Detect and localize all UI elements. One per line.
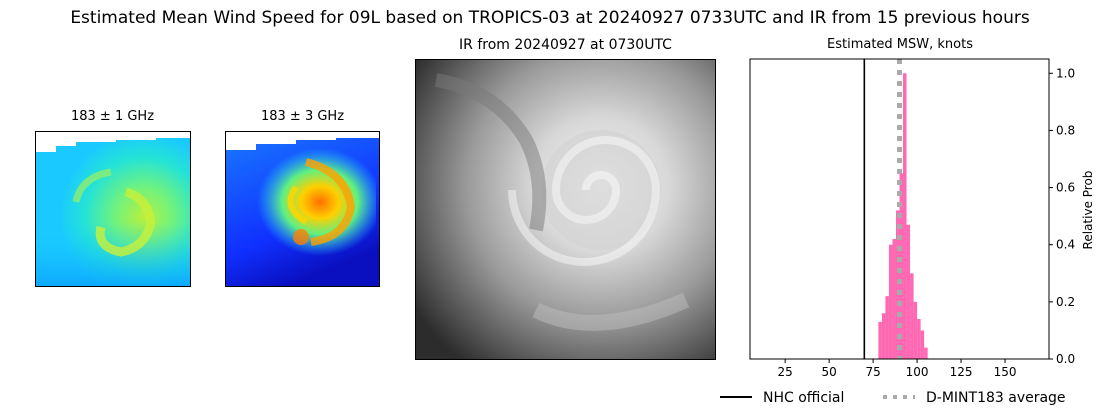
histogram-bar xyxy=(913,301,918,359)
mw3-image xyxy=(226,132,379,286)
histogram-bar xyxy=(881,313,886,359)
y-tick-label: 1.0 xyxy=(1056,66,1075,80)
histogram-bar xyxy=(885,296,889,359)
histogram-bar xyxy=(910,273,914,359)
x-tick-label: 100 xyxy=(906,365,929,379)
y-tick-label: 0.2 xyxy=(1056,295,1075,309)
x-tick-label: 25 xyxy=(778,365,793,379)
histogram-bar xyxy=(917,319,921,359)
chart-title: Estimated MSW, knots xyxy=(827,37,973,52)
histogram-bar xyxy=(895,210,900,359)
mw1-panel-title: 183 ± 1 GHz xyxy=(70,109,155,124)
y-tick-label: 0.0 xyxy=(1056,352,1075,366)
histogram-bar xyxy=(920,330,925,359)
mw3-image-panel xyxy=(225,131,380,287)
mw1-image xyxy=(36,132,190,286)
y-tick-label: 0.6 xyxy=(1056,181,1075,195)
y-tick-label: 0.8 xyxy=(1056,123,1075,137)
y-axis-label: Relative Prob xyxy=(1081,171,1095,250)
x-tick-label: 50 xyxy=(822,365,837,379)
mw3-panel-title: 183 ± 3 GHz xyxy=(260,109,345,124)
x-tick-label: 125 xyxy=(950,365,973,379)
legend-label-nhc: NHC official xyxy=(763,390,844,406)
ir-image xyxy=(416,60,715,359)
plot-frame xyxy=(749,58,1050,360)
histogram-bar xyxy=(878,321,882,359)
histogram-chart: 25 50 75 100 125 150 0.0 0.2 0.4 0.6 0.8 1.0 Relati… xyxy=(749,58,1095,379)
ir-panel-title: IR from 20240927 at 0730UTC xyxy=(459,37,672,53)
figure-title: Estimated Mean Wind Speed for 09L based … xyxy=(70,8,1030,28)
x-tick-label: 75 xyxy=(865,365,880,379)
mw1-image-panel xyxy=(35,131,191,287)
histogram-bar xyxy=(924,347,928,359)
ir-image-panel xyxy=(415,59,716,360)
histogram-bar xyxy=(888,244,893,359)
legend-label-dmint: D-MINT183 average xyxy=(926,390,1066,406)
histogram-bar xyxy=(892,239,896,359)
histogram-bar xyxy=(906,224,911,359)
histogram-bar xyxy=(903,73,907,360)
histogram-bar xyxy=(899,173,904,359)
x-tick-label: 150 xyxy=(994,365,1017,379)
legend: NHC official D-MINT183 average xyxy=(720,390,1066,406)
y-tick-label: 0.4 xyxy=(1056,238,1075,252)
